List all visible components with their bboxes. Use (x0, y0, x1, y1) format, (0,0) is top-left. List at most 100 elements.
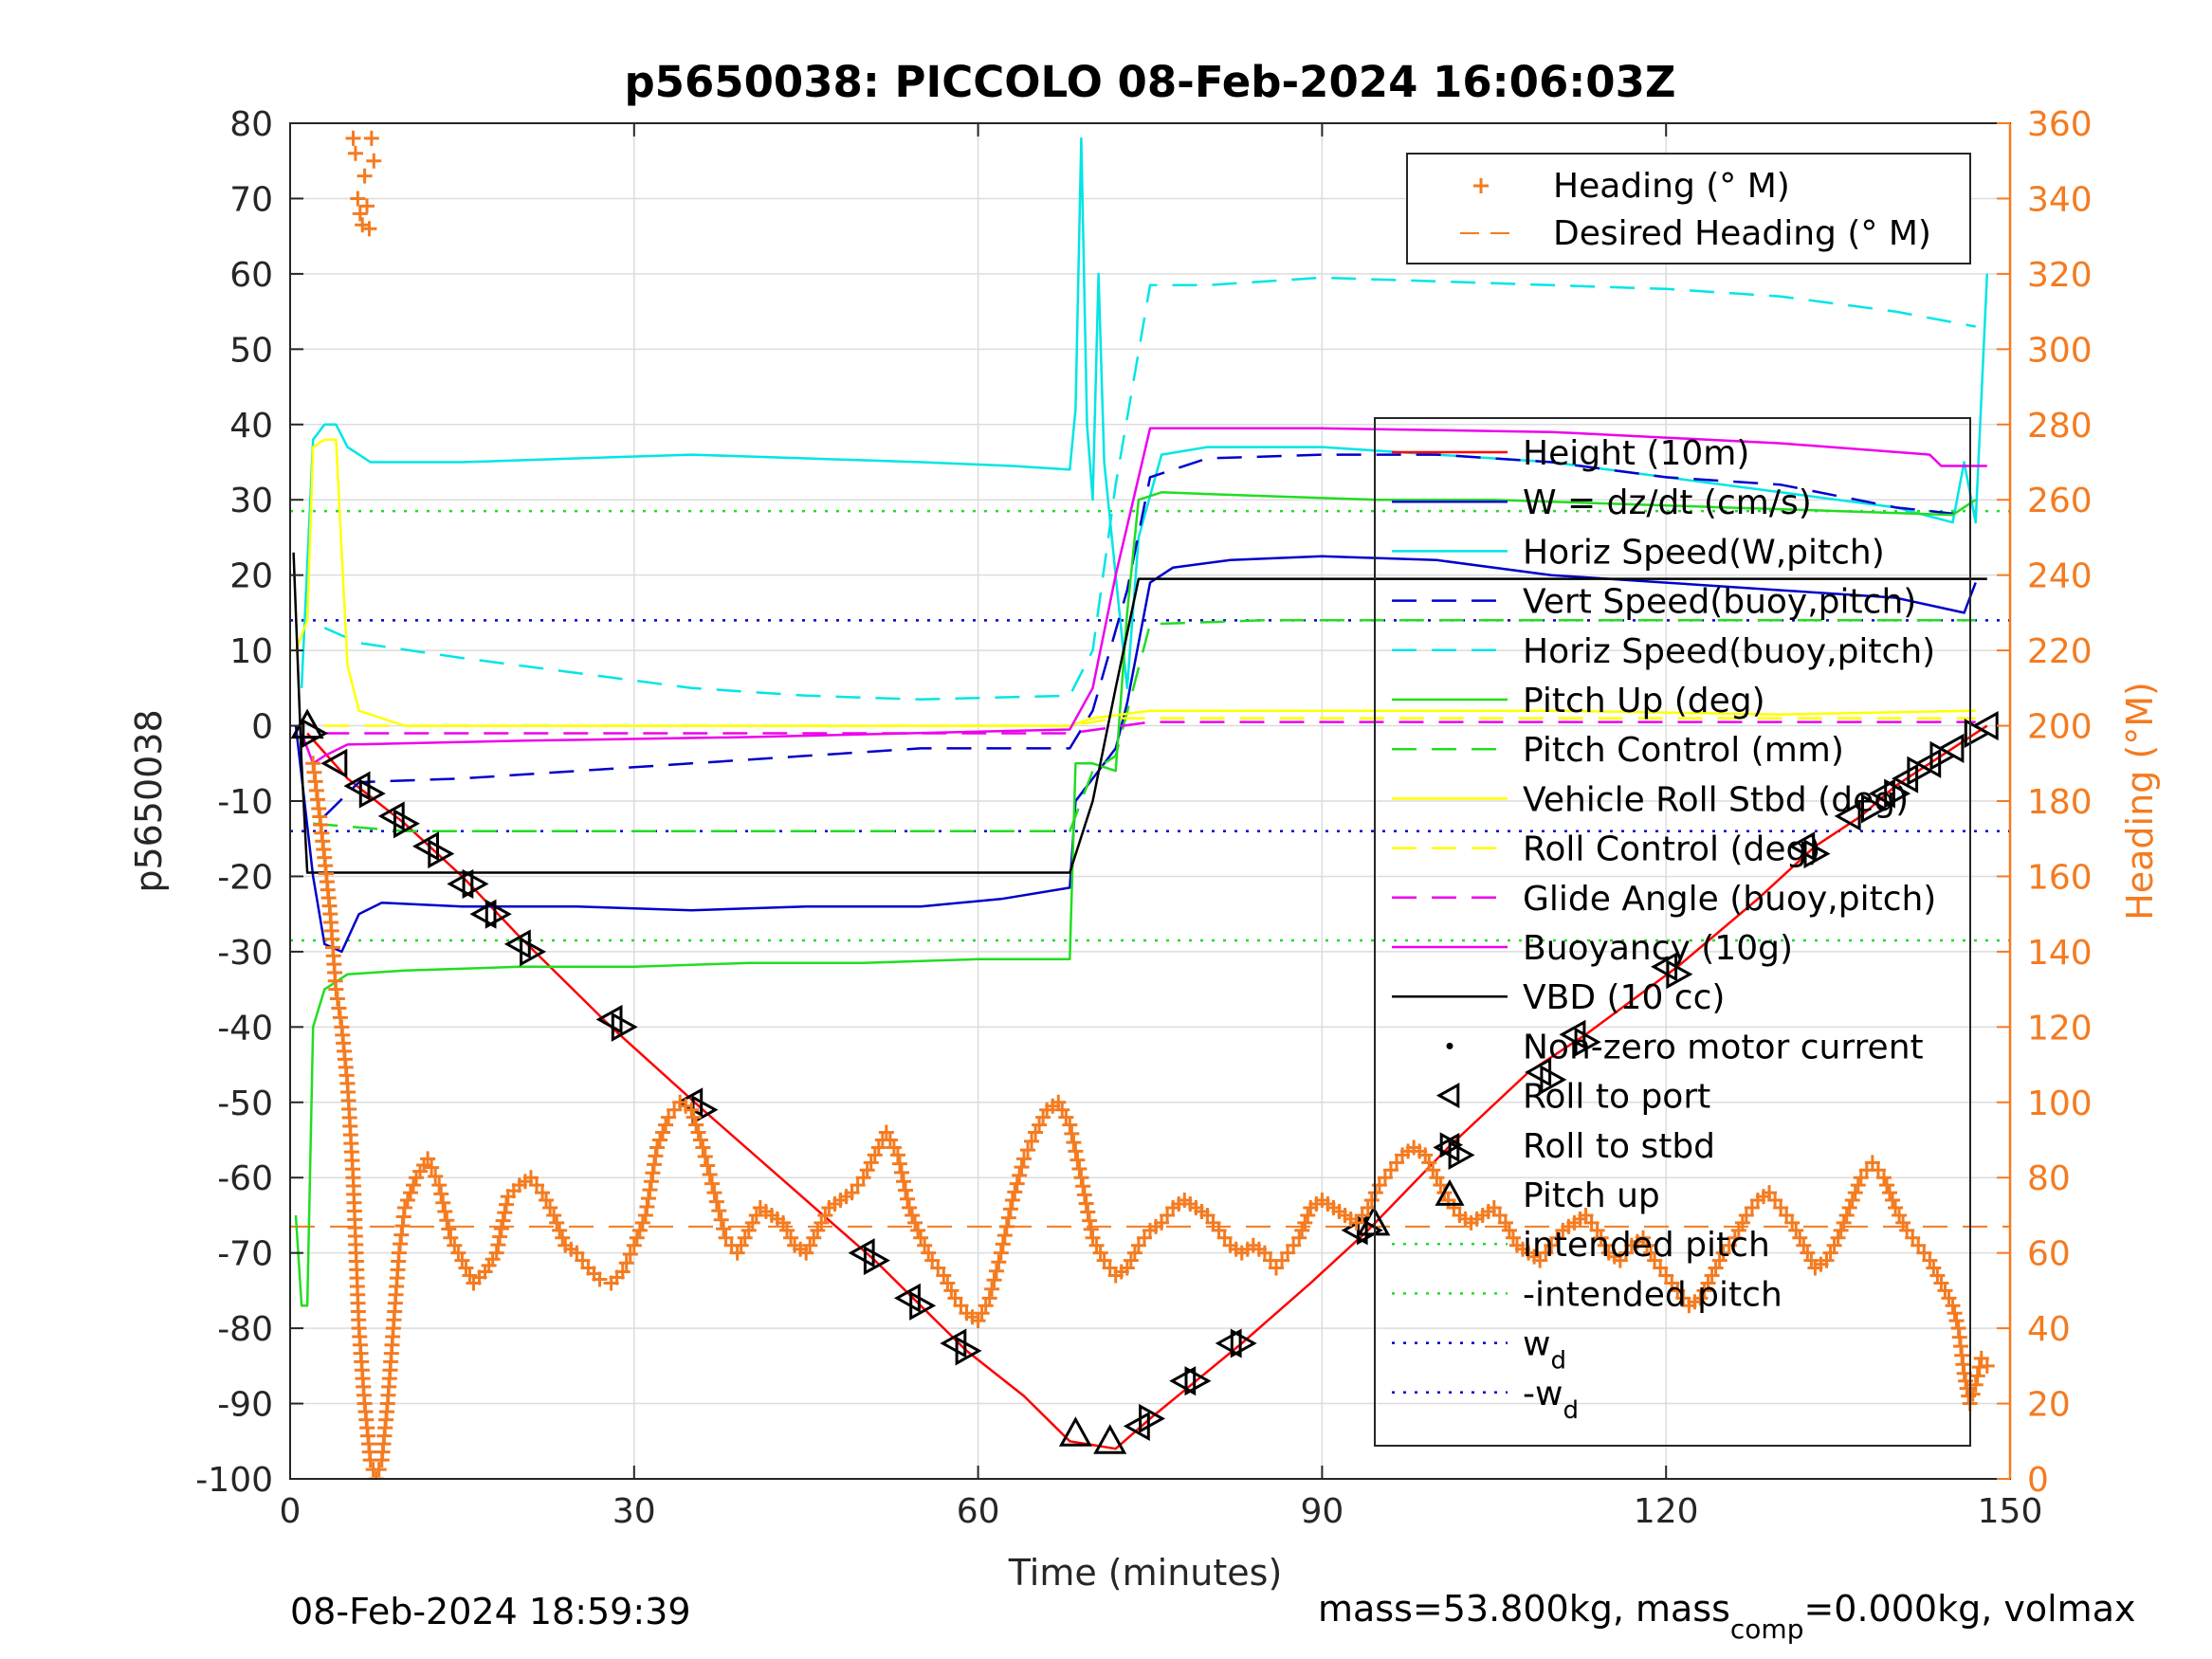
heading-marker (1850, 1177, 1866, 1194)
heading-marker (1066, 1135, 1082, 1151)
series-line (306, 724, 1988, 1450)
heading-marker (702, 1167, 718, 1183)
y-tick-label-right: 340 (2027, 180, 2093, 219)
y-tick-label-right: 60 (2027, 1235, 2071, 1274)
heading-marker (629, 1230, 645, 1246)
marker-layer (290, 708, 1999, 1454)
y-tick-label-left: 80 (229, 105, 273, 144)
roll-to-port-marker (1169, 1366, 1197, 1396)
heading-marker (347, 145, 363, 161)
heading-marker (396, 1200, 412, 1215)
heading-marker (1015, 1151, 1032, 1167)
roll-to-stbd-marker (863, 1246, 890, 1276)
heading-marker (428, 1168, 444, 1184)
legend-main-entry: Glide Angle (buoy,pitch) (1523, 880, 1936, 919)
heading-marker (988, 1263, 1004, 1279)
heading-marker (986, 1272, 1002, 1288)
heading-marker (366, 153, 382, 169)
heading-marker (1945, 1298, 1961, 1314)
y-tick-label-right: 360 (2027, 105, 2093, 144)
legend-main-entry: Pitch up (1523, 1176, 1660, 1215)
series-line (300, 137, 1989, 690)
heading-marker (359, 198, 375, 214)
roll-to-stbd-marker (1448, 1139, 1475, 1170)
heading-marker (1002, 1201, 1018, 1217)
x-tick-label: 150 (1978, 1492, 2043, 1531)
heading-marker (1291, 1230, 1307, 1246)
y-tick-label-left: -90 (217, 1386, 273, 1425)
y-tick-label-left: -20 (217, 858, 273, 897)
heading-marker (1014, 1159, 1030, 1176)
heading-marker (1844, 1193, 1860, 1209)
heading-marker (984, 1281, 1000, 1297)
y-tick-label-left: -60 (217, 1159, 273, 1198)
heading-marker (1012, 1167, 1028, 1183)
roll-to-stbd-marker (484, 899, 512, 929)
roll-to-stbd-marker (1803, 839, 1831, 869)
y-tick-label-right: 280 (2027, 407, 2093, 446)
heading-marker (1083, 1221, 1099, 1237)
y-tick-label-left: -40 (217, 1009, 273, 1048)
y-tick-label-left: 20 (229, 557, 273, 596)
heading-marker (1064, 1125, 1080, 1141)
heading-marker (905, 1207, 921, 1223)
heading-marker (492, 1229, 508, 1245)
heading-marker (716, 1221, 732, 1237)
y-tick-label-right: 200 (2027, 708, 2093, 747)
y-axis-label-left: p5650038 (128, 709, 170, 892)
y-tick-label-right: 0 (2027, 1461, 2049, 1500)
heading-marker (648, 1148, 664, 1164)
roll-to-stbd-marker (1139, 1403, 1166, 1433)
y-tick-label-right: 120 (2027, 1009, 2093, 1048)
roll-to-stbd-marker (1907, 756, 1934, 786)
y-tick-label-right: 240 (2027, 557, 2093, 596)
legend-main-entry: wd (1523, 1325, 1566, 1376)
heading-marker (631, 1222, 648, 1238)
heading-marker (435, 1194, 451, 1211)
heading-marker (1979, 1358, 1995, 1374)
series-line (323, 453, 1965, 817)
heading-marker (1836, 1214, 1852, 1231)
heading-marker (708, 1194, 724, 1210)
legend-main-entry: Roll to stbd (1523, 1127, 1715, 1166)
y-tick-label-left: 60 (229, 256, 273, 295)
heading-marker (592, 1271, 608, 1287)
heading-marker (902, 1200, 918, 1215)
pitch-up-marker (1058, 1416, 1092, 1447)
roll-to-port-marker (320, 748, 348, 778)
heading-marker (499, 1196, 515, 1212)
heading-marker (889, 1147, 905, 1163)
y-tick-label-right: 160 (2027, 858, 2093, 897)
heading-marker (488, 1245, 504, 1261)
heading-marker (552, 1222, 568, 1238)
heading-marker (655, 1124, 671, 1140)
heading-marker (1075, 1178, 1091, 1194)
roll-to-stbd-marker (1884, 778, 1911, 809)
heading-marker (1838, 1207, 1855, 1223)
heading-marker (1080, 1204, 1096, 1220)
heading-marker (1965, 1386, 1981, 1402)
y-tick-label-right: 140 (2027, 934, 2093, 973)
heading-marker (697, 1148, 713, 1164)
heading-marker (658, 1117, 674, 1133)
footer-mass: mass=53.800kg, masscomp=0.000kg, volmax (1318, 1588, 2135, 1645)
heading-marker (371, 1462, 387, 1478)
heading-marker (711, 1203, 727, 1219)
heading-marker (639, 1199, 655, 1215)
heading-marker (895, 1174, 911, 1190)
heading-marker (646, 1157, 662, 1173)
x-tick-label: 120 (1634, 1492, 1699, 1531)
roll-to-stbd-marker (1666, 959, 1693, 990)
heading-marker (424, 1159, 440, 1176)
roll-to-stbd-marker (1861, 793, 1888, 824)
heading-marker (645, 1165, 661, 1181)
heading-marker (1297, 1214, 1313, 1231)
legend-heading-entry: Heading (° M) (1553, 167, 1790, 206)
heading-marker (898, 1182, 914, 1198)
heading-marker (1473, 178, 1489, 193)
legend-main-entry: intended pitch (1523, 1226, 1770, 1265)
pitch-up-marker (1093, 1424, 1127, 1454)
heading-marker (361, 221, 377, 237)
legend-main-entry: Non-zero motor current (1523, 1028, 1924, 1066)
heading-marker (1000, 1210, 1016, 1226)
